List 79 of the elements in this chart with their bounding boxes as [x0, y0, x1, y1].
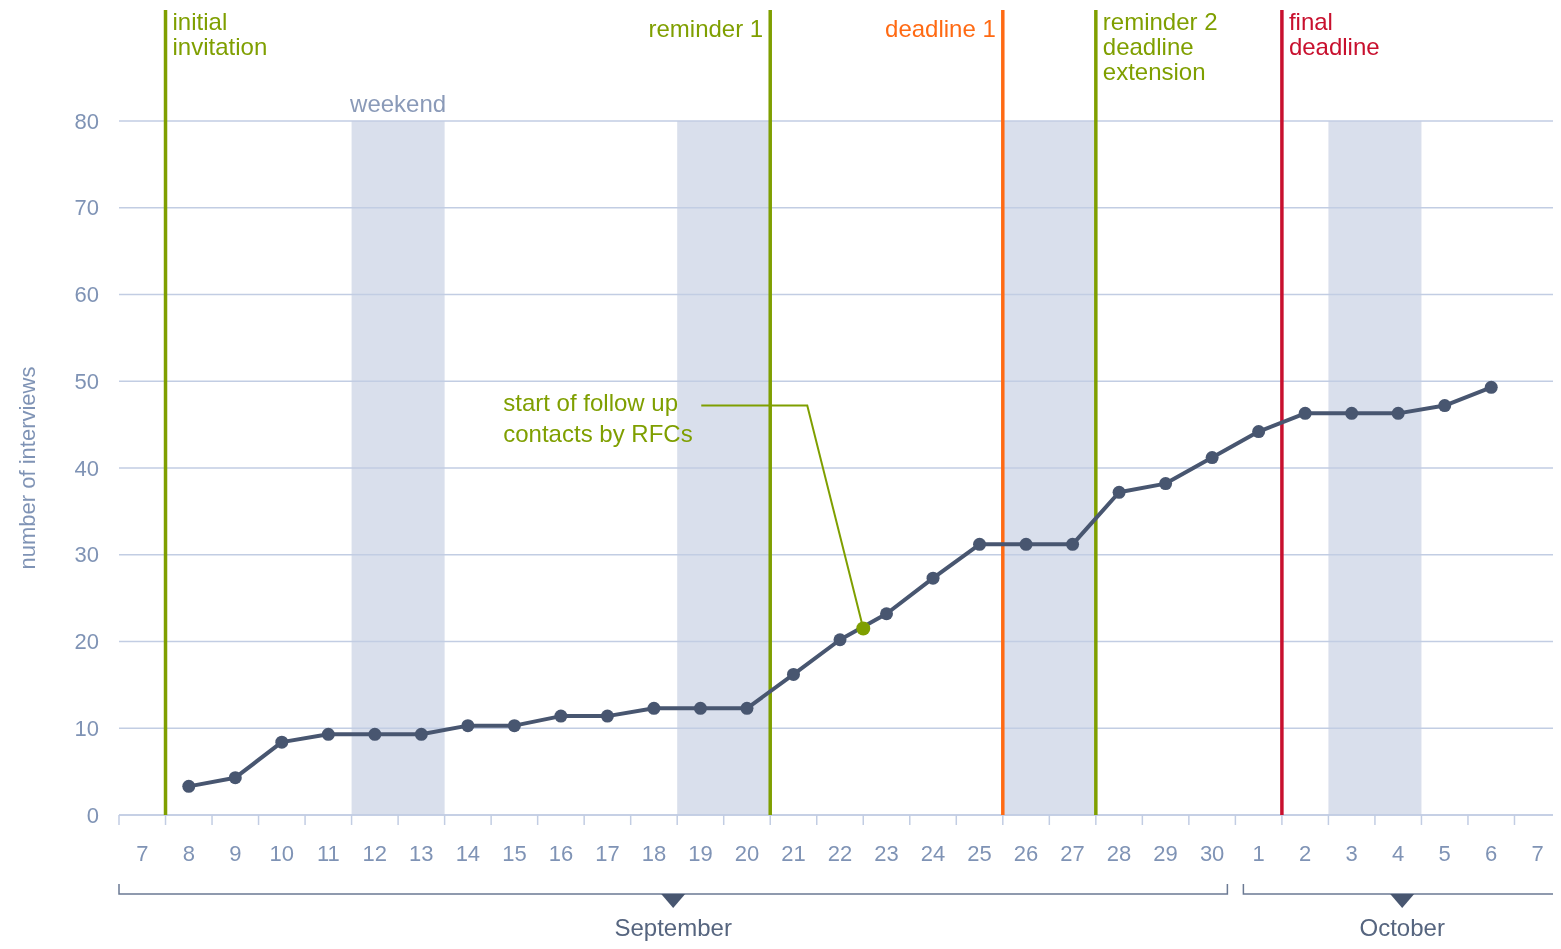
x-tick-label: 14 [455, 841, 481, 866]
point [833, 633, 847, 647]
point [1391, 406, 1405, 420]
point [1345, 406, 1359, 420]
x-tick-label: 3 [1345, 841, 1358, 866]
point [507, 719, 521, 733]
point [926, 571, 940, 585]
x-tick-label: 16 [548, 841, 574, 866]
point [1205, 451, 1219, 465]
point [973, 537, 987, 551]
x-tick-label: 7 [1531, 841, 1544, 866]
point [1438, 399, 1452, 413]
x-tick-label: 2 [1299, 841, 1312, 866]
y-tick-label: 50 [74, 368, 99, 394]
point [182, 779, 196, 793]
point [786, 667, 800, 681]
y-tick-label: 60 [74, 282, 99, 308]
point [1298, 406, 1312, 420]
x-tick-label: 1 [1252, 841, 1265, 866]
x-tick-label: 10 [269, 841, 295, 866]
y-axis-title: number of interviews [15, 366, 40, 570]
x-tick-label: 15 [502, 841, 527, 866]
x-tick-label: 18 [641, 841, 667, 866]
point [228, 771, 242, 785]
text: September [614, 914, 732, 941]
x-tick-label: 4 [1392, 841, 1405, 866]
ref-line-label: final deadline [1288, 8, 1380, 60]
x-tick-label: 24 [920, 841, 946, 866]
point [880, 607, 894, 621]
x-tick-label: 23 [874, 841, 899, 866]
ref-line-label: initial invitation [172, 8, 268, 60]
x-tick-label: 22 [827, 841, 853, 866]
point [693, 701, 707, 715]
point [1484, 380, 1498, 394]
point [647, 701, 661, 715]
y-tick-label: 40 [74, 455, 99, 481]
x-tick-label: 30 [1199, 841, 1225, 866]
text: October [1359, 914, 1445, 941]
point [554, 709, 568, 723]
point [1252, 425, 1266, 439]
x-tick-label: 28 [1106, 841, 1132, 866]
point [1019, 537, 1033, 551]
point [275, 735, 289, 749]
point [1066, 537, 1080, 551]
x-tick-label: 27 [1060, 841, 1085, 866]
x-tick-label: 5 [1438, 841, 1451, 866]
band-label: weekend [349, 90, 447, 117]
point [321, 727, 335, 741]
x-tick-label: 26 [1013, 841, 1039, 866]
x-tick-label: 13 [409, 841, 434, 866]
x-tick-label: 21 [781, 841, 806, 866]
x-tick-label: 9 [229, 841, 242, 866]
point [1159, 477, 1173, 491]
x-tick-label: 20 [734, 841, 760, 866]
ref-line-label: reminder 2 deadline extension [1102, 8, 1218, 85]
y-tick-label: 80 [74, 108, 99, 134]
x-tick-label: 11 [316, 841, 340, 866]
y-tick-label: 20 [74, 629, 99, 655]
x-tick-label: 7 [136, 841, 149, 866]
ref-line-label: deadline 1 [885, 15, 996, 42]
x-tick-label: 12 [362, 841, 388, 866]
point [600, 709, 614, 723]
point [461, 719, 475, 733]
x-tick-label: 8 [182, 841, 195, 866]
y-tick-label: 30 [74, 542, 99, 568]
x-tick-label: 17 [595, 841, 620, 866]
point [1112, 485, 1126, 499]
x-tick-label: 29 [1153, 841, 1178, 866]
x-tick-label: 25 [967, 841, 992, 866]
y-tick-label: 10 [74, 715, 99, 741]
point [368, 727, 382, 741]
x-tick-label: 6 [1485, 841, 1498, 866]
ref-line-label: reminder 1 [648, 15, 764, 42]
y-tick-label: 0 [86, 802, 99, 828]
y-tick-label: 70 [74, 195, 99, 221]
x-tick-label: 19 [688, 841, 713, 866]
point [414, 727, 428, 741]
annotation: start of follow up contacts by RFCs [503, 389, 693, 448]
point [740, 701, 754, 715]
